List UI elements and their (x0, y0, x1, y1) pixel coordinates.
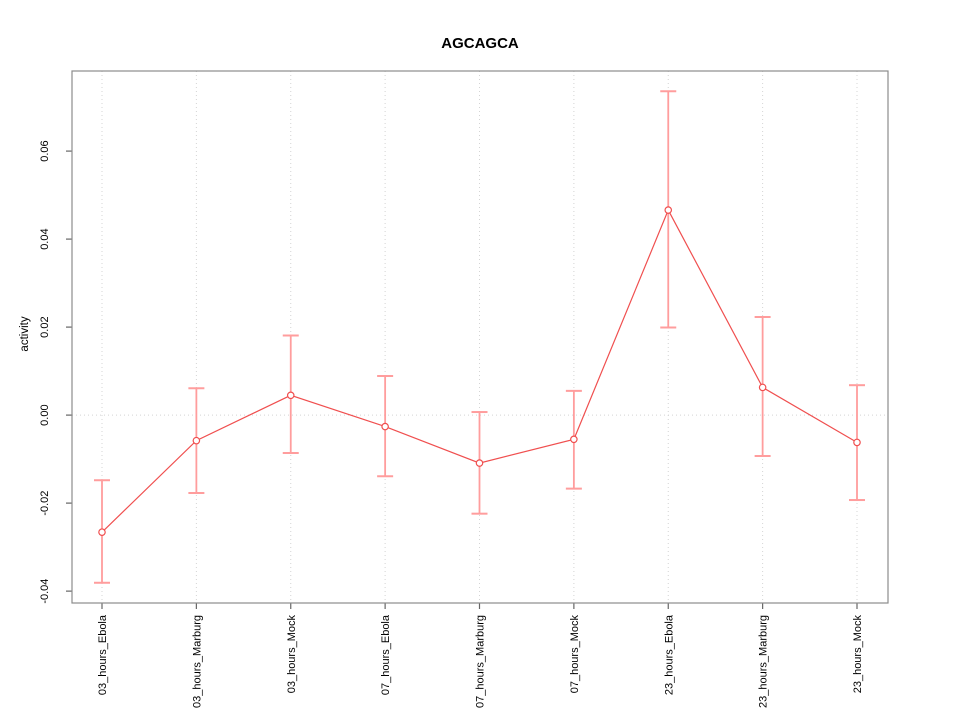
y-tick-label: 0.02 (39, 316, 51, 337)
data-point (570, 435, 578, 444)
data-point (381, 422, 389, 431)
data-point (98, 528, 106, 536)
x-tick-label: 23_hours_Ebola (663, 614, 675, 695)
x-tick-label: 03_hours_Mock (286, 615, 298, 694)
y-tick-label: 0.00 (39, 404, 51, 425)
data-series (94, 90, 865, 584)
gridlines (72, 71, 888, 603)
x-tick-label: 23_hours_Mock (852, 615, 864, 694)
y-tick-label: -0.04 (39, 579, 51, 604)
plot-border (71, 70, 889, 604)
data-point (664, 206, 673, 214)
y-tick-label: 0.04 (39, 228, 51, 249)
x-tick-label: 23_hours_Marburg (758, 615, 770, 708)
data-point (853, 438, 861, 447)
x-tick-label: 07_hours_Marburg (475, 615, 487, 708)
data-point (475, 459, 484, 467)
x-tick-label: 07_hours_Mock (569, 615, 581, 694)
data-point (192, 436, 201, 445)
y-tick-label: -0.02 (39, 491, 51, 516)
axis-ticks-and-labels: -0.04 -0.02 0.00 0.02 0.04 0.06 03_hours_Ebola… (39, 140, 864, 708)
data-point (758, 383, 767, 392)
y-tick-label: 0.06 (39, 140, 51, 161)
data-point (286, 391, 295, 400)
y-axis-label: activity (19, 316, 31, 351)
x-tick-label: 03_hours_Ebola (97, 614, 109, 695)
x-tick-label: 07_hours_Ebola (380, 614, 392, 695)
chart-title: AGCAGCA (441, 35, 519, 52)
x-tick-label: 03_hours_Marburg (191, 615, 203, 708)
